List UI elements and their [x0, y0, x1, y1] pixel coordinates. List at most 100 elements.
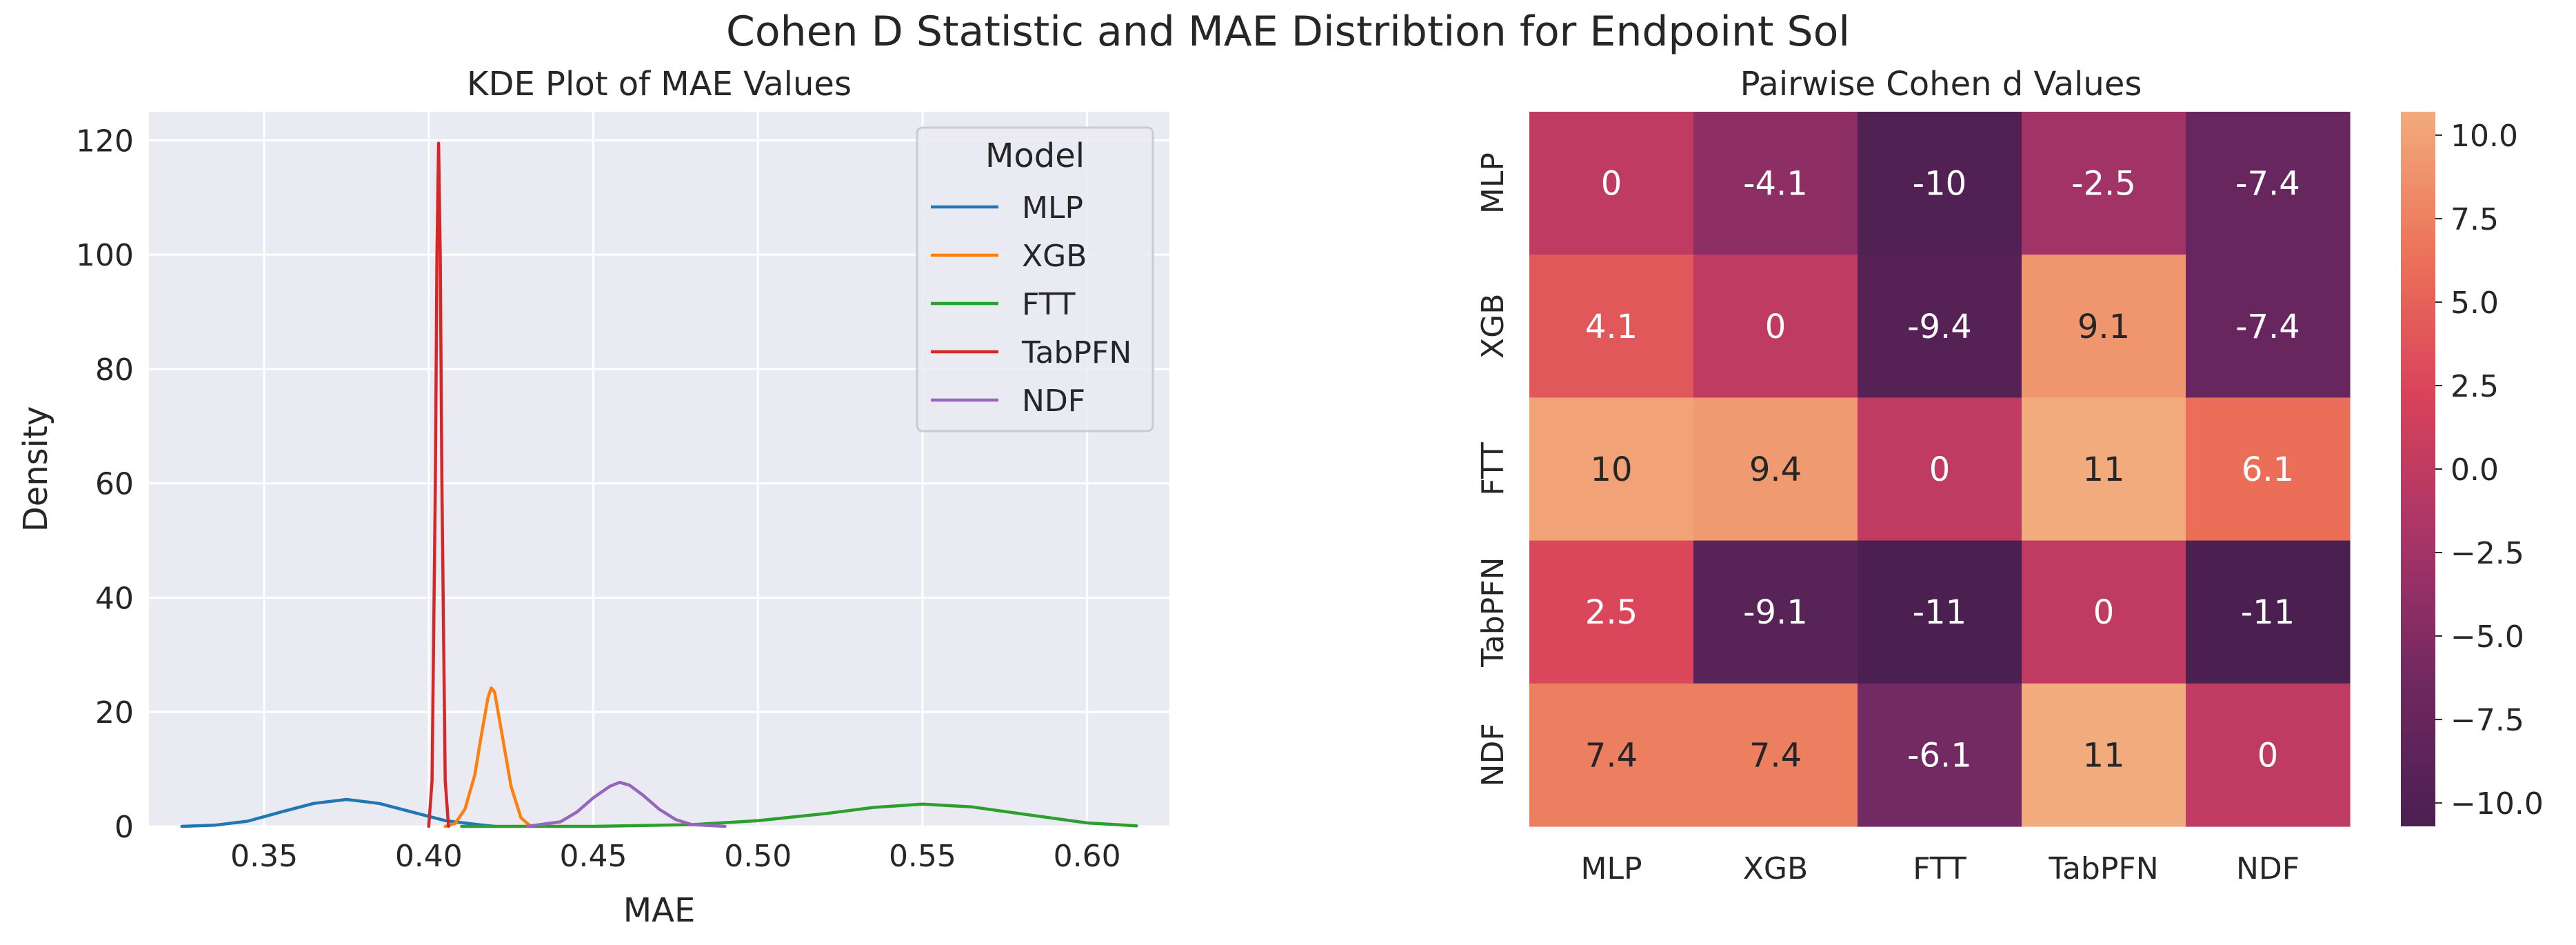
heatmap-cell-value: -7.4 [2235, 165, 2300, 203]
heatmap-cell [1693, 540, 1858, 684]
figure-title: Cohen D Statistic and MAE Distribtion fo… [726, 8, 1850, 56]
heatmap-cell [1529, 683, 1694, 827]
colorbar-tick-label: 5.0 [2451, 286, 2499, 321]
y-tick-label: 60 [95, 467, 134, 502]
colorbar-tick-label: 0.0 [2451, 452, 2499, 488]
heatmap-column-label: TabPFN [2048, 851, 2158, 886]
legend-label-ftt: FTT [1022, 287, 1076, 322]
kde-plot: KDE Plot of MAE Values 0.35 0.40 0.45 0.50 0… [17, 65, 1169, 930]
y-tick-label: 0 [114, 810, 134, 845]
kde-line-xgb [443, 686, 533, 828]
colorbar-tick-label: 7.5 [2451, 202, 2499, 237]
heatmap-row-labels: MLP XGB FTT TabPFN NDF [1476, 152, 1511, 786]
heatmap-cell-value: 11 [2082, 736, 2124, 775]
heatmap-cell [1858, 112, 2022, 255]
heatmap-column-label: NDF [2236, 851, 2300, 886]
kde-y-axis-label: Density [17, 406, 55, 532]
heatmap-cell-value: 0 [1929, 450, 1951, 489]
heatmap-cell-value: -9.1 [1743, 593, 1808, 632]
heatmap-cell [2186, 255, 2351, 398]
heatmap-cell [2022, 255, 2186, 398]
x-tick-label: 0.50 [724, 839, 792, 874]
heatmap-cell [1529, 255, 1694, 398]
y-tick-label: 80 [95, 352, 134, 388]
heatmap-column-label: XGB [1743, 851, 1808, 886]
heatmap-cell [1693, 112, 1858, 255]
heatmap-cell-value: -2.5 [2071, 165, 2136, 203]
colorbar-tick-label: −5.0 [2451, 619, 2524, 655]
y-tick-label: 20 [95, 695, 134, 730]
heatmap-cell [2022, 112, 2186, 255]
heatmap-cell [1529, 540, 1694, 684]
kde-legend: Model MLP XGB FTT TabPFN NDF [916, 126, 1154, 432]
kde-y-tick-labels: 0 20 40 60 80 100 120 [76, 123, 134, 845]
heatmap-column-label: MLP [1580, 851, 1642, 886]
heatmap-cell-value: -9.4 [1907, 308, 1972, 346]
heatmap-row-label: NDF [1476, 723, 1511, 786]
kde-line-tabpfn [427, 141, 450, 828]
colorbar-tick-label: −2.5 [2451, 536, 2524, 571]
legend-items: MLP XGB FTT TabPFN NDF [931, 190, 1131, 419]
kde-series-lines [180, 141, 1138, 828]
colorbar-tick-label: 10.0 [2451, 119, 2518, 154]
x-tick-label: 0.35 [230, 839, 298, 874]
heatmap-cell [1858, 255, 2022, 398]
heatmap-cell [1693, 255, 1858, 398]
kde-x-axis-label: MAE [623, 891, 696, 930]
heatmap-cell-value: 6.1 [2242, 450, 2294, 489]
heatmap-cell [2022, 397, 2186, 541]
heatmap-cell [2186, 540, 2351, 684]
legend-title: Model [985, 137, 1085, 175]
heatmap-cell [1858, 540, 2022, 684]
kde-x-tick-labels: 0.35 0.40 0.45 0.50 0.55 0.60 [230, 839, 1121, 874]
kde-line-ftt [460, 802, 1138, 828]
kde-plot-title: KDE Plot of MAE Values [467, 65, 852, 103]
heatmap-cell-value: -7.4 [2235, 308, 2300, 346]
heatmap-row-label: TabPFN [1476, 557, 1511, 668]
x-tick-label: 0.45 [560, 839, 627, 874]
heatmap-cell [1693, 683, 1858, 827]
heatmap-column-labels: MLP XGB FTT TabPFN NDF [1580, 851, 2300, 886]
heatmap-row-label: FTT [1476, 442, 1511, 496]
heatmap-cell [2022, 540, 2186, 684]
heatmap-cell [2022, 683, 2186, 827]
heatmap-cell-value: -11 [2241, 593, 2295, 632]
legend-label-xgb: XGB [1022, 239, 1087, 274]
legend-label-ndf: NDF [1022, 384, 1085, 419]
y-tick-label: 100 [76, 238, 134, 273]
heatmap-cell-value: 4.1 [1585, 308, 1638, 346]
heatmap-cell-value: -11 [1913, 593, 1966, 632]
x-tick-label: 0.40 [395, 839, 463, 874]
heatmap-cell-value: 11 [2082, 450, 2124, 489]
legend-label-mlp: MLP [1022, 190, 1083, 226]
heatmap-cell-value: -6.1 [1907, 736, 1972, 775]
heatmap-cell [1858, 397, 2022, 541]
heatmap-cell-value: 0 [1601, 165, 1622, 203]
heatmap-cell [1858, 683, 2022, 827]
kde-line-ndf [525, 780, 727, 828]
colorbar-gradient [2401, 112, 2435, 826]
heatmap-row-label: MLP [1476, 152, 1511, 214]
heatmap-cell-value: 0 [2093, 593, 2115, 632]
colorbar-tick-label: −10.0 [2451, 786, 2544, 822]
heatmap-column-label: FTT [1913, 851, 1966, 886]
heatmap-cell-value: 7.4 [1585, 736, 1638, 775]
heatmap-row-label: XGB [1476, 294, 1511, 359]
y-tick-label: 40 [95, 581, 134, 616]
heatmap-cells: 0 -4.1 -10 -2.5 -7.4 4.1 0 -9.4 9.1 -7.4 10 9.4 0 11 6… [1529, 112, 2351, 827]
heatmap-cell-value: 10 [1590, 450, 1632, 489]
heatmap-cell-value: -10 [1913, 165, 1966, 203]
heatmap-cell [1529, 112, 1694, 255]
legend-label-tabpfn: TabPFN [1021, 335, 1131, 370]
x-tick-label: 0.55 [889, 839, 956, 874]
heatmap-cell [2186, 397, 2351, 541]
heatmap-title: Pairwise Cohen d Values [1740, 65, 2142, 103]
legend-frame [916, 126, 1154, 432]
colorbar: 10.0 7.5 5.0 2.5 0.0 −2.5 −5.0 −7.5 −10.0 [2401, 112, 2544, 826]
y-tick-label: 120 [76, 123, 134, 159]
colorbar-tick-label: −7.5 [2451, 703, 2524, 738]
colorbar-ticks: 10.0 7.5 5.0 2.5 0.0 −2.5 −5.0 −7.5 −10.0 [2435, 119, 2544, 822]
heatmap-cell-value: 0 [2257, 736, 2279, 775]
colorbar-tick-label: 2.5 [2451, 369, 2499, 404]
